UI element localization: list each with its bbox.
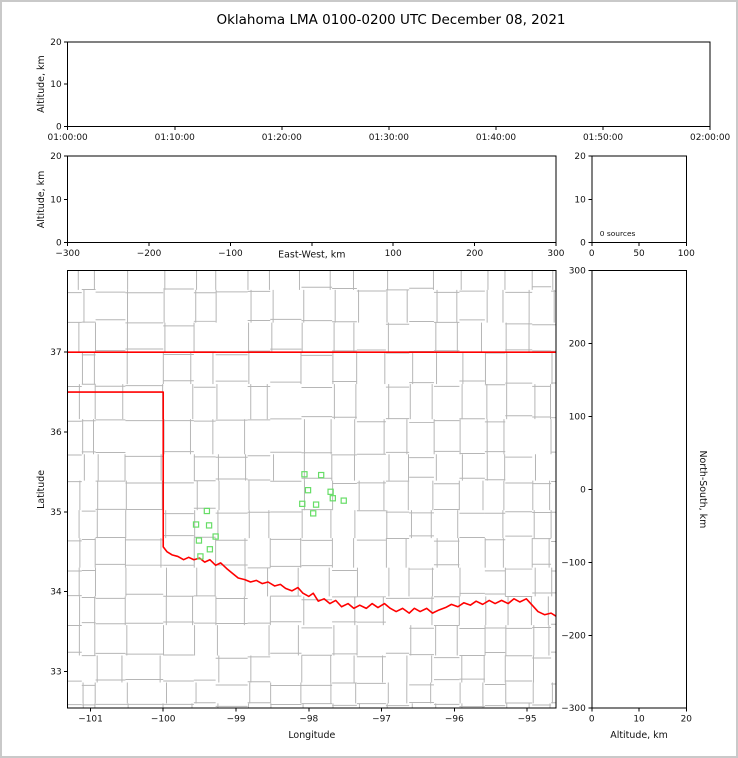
x-tick-label: 01:40:00 xyxy=(476,133,516,143)
station-marker xyxy=(317,471,325,479)
x-axis-label: Longitude xyxy=(288,730,335,741)
y-axis-label-right: North-South, km xyxy=(697,450,708,528)
x-tick-label: −99 xyxy=(227,715,246,725)
x-tick-label: −200 xyxy=(137,249,162,259)
x-tick-label: −97 xyxy=(372,715,391,725)
x-tick-label: 01:10:00 xyxy=(155,133,195,143)
station-marker xyxy=(212,533,219,540)
x-tick-label: 10 xyxy=(633,715,645,725)
x-tick-label: −95 xyxy=(518,715,537,725)
y-tick-label: 33 xyxy=(50,667,61,677)
panel-frame-altitude-vs-eastwest xyxy=(67,155,557,244)
station-marker xyxy=(203,507,211,515)
x-tick-label: −98 xyxy=(299,715,318,725)
x-tick-label: 20 xyxy=(681,715,693,725)
y-tick-label: −100 xyxy=(561,558,586,568)
y-tick-label: 37 xyxy=(50,348,61,358)
station-marker xyxy=(299,500,306,508)
sources-count-annotation: 0 sources xyxy=(600,229,636,238)
x-tick-label: 01:30:00 xyxy=(369,133,409,143)
state-border xyxy=(67,351,556,617)
station-marker xyxy=(340,497,347,504)
x-tick-label: −100 xyxy=(218,249,243,259)
station-marker xyxy=(329,495,336,502)
y-tick-label: −300 xyxy=(561,704,586,714)
station-marker xyxy=(304,487,312,494)
station-marker xyxy=(205,522,213,529)
x-tick-label: 100 xyxy=(678,249,695,259)
state-border-west-and-red-river xyxy=(67,391,556,617)
x-tick-label: 0 xyxy=(589,715,595,725)
station-marker xyxy=(310,510,317,517)
station-marker xyxy=(195,537,203,544)
y-tick-label: 20 xyxy=(574,152,586,162)
x-tick-label: 01:00:00 xyxy=(48,133,88,143)
lma-stations xyxy=(192,471,347,560)
y-tick-label: 20 xyxy=(50,38,62,48)
y-tick-label: 20 xyxy=(50,152,62,162)
station-marker xyxy=(327,488,334,495)
y-tick-label: 300 xyxy=(569,267,586,277)
station-marker xyxy=(192,521,200,528)
y-tick-label: 10 xyxy=(50,195,62,205)
x-tick-label: −300 xyxy=(55,249,80,259)
y-tick-label: 10 xyxy=(574,195,586,205)
x-tick-label: −100 xyxy=(151,715,176,725)
x-tick-label: 100 xyxy=(385,249,402,259)
y-tick-label: 0 xyxy=(56,239,62,249)
y-tick-label: 36 xyxy=(50,428,62,438)
y-tick-label: 34 xyxy=(50,588,62,598)
x-tick-label: 01:20:00 xyxy=(262,133,302,143)
x-axis-label: East-West, km xyxy=(278,250,345,261)
x-tick-label: 50 xyxy=(633,249,645,259)
x-tick-label: 0 xyxy=(589,249,595,259)
y-tick-label: 0 xyxy=(580,485,586,495)
x-tick-label: −96 xyxy=(445,715,464,725)
y-tick-label: 10 xyxy=(50,80,62,90)
panel-frame-altitude-vs-time xyxy=(67,41,711,127)
y-axis-label: Altitude, km xyxy=(36,171,47,229)
x-tick-label: 02:00:00 xyxy=(690,133,730,143)
panel-frame-plan-view-map xyxy=(67,270,557,709)
y-tick-label: 35 xyxy=(50,508,61,518)
y-axis-label: Latitude xyxy=(36,470,47,509)
figure-title: Oklahoma LMA 0100-0200 UTC December 08, … xyxy=(216,12,566,28)
station-marker xyxy=(301,471,308,478)
panel-frame-altitude-vs-northsouth xyxy=(591,270,687,709)
y-tick-label: 0 xyxy=(56,122,62,132)
station-marker xyxy=(206,546,214,553)
x-tick-label: 200 xyxy=(466,249,483,259)
county-boundaries xyxy=(67,270,556,709)
x-axis-label: Altitude, km xyxy=(610,730,668,741)
station-marker xyxy=(312,501,320,508)
y-axis-label: Altitude, km xyxy=(36,55,47,113)
y-tick-label: −200 xyxy=(561,631,586,641)
y-tick-label: 0 xyxy=(580,239,586,249)
station-marker xyxy=(197,553,204,560)
x-tick-label: 300 xyxy=(547,249,564,259)
y-tick-label: 200 xyxy=(569,339,586,349)
x-tick-label: −101 xyxy=(78,715,103,725)
y-tick-label: 100 xyxy=(569,412,586,422)
x-tick-label: 01:50:00 xyxy=(583,133,623,143)
